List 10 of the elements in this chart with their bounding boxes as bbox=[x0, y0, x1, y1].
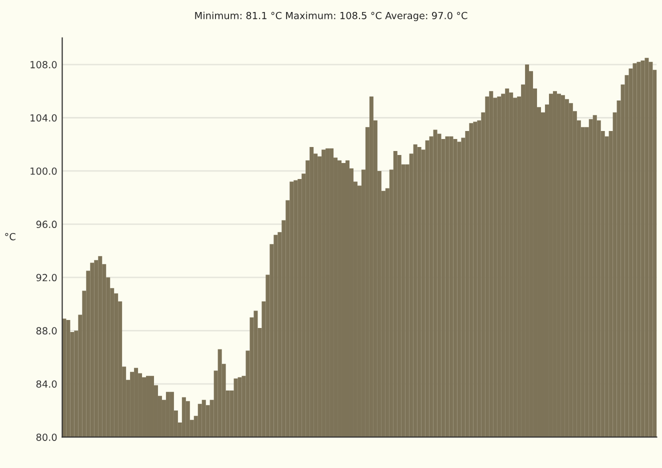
y-axis-title: °C bbox=[5, 232, 16, 240]
y-tick-label: 88.0 bbox=[36, 327, 57, 334]
y-tick-label: 104.0 bbox=[30, 114, 57, 122]
y-tick-label: 84.0 bbox=[36, 380, 57, 388]
y-tick-label: 96.0 bbox=[36, 220, 57, 228]
chart-title: Minimum: 81.1 °C Maximum: 108.5 °C Average: 97.0 °C bbox=[195, 12, 468, 22]
y-tick-label: 80.0 bbox=[36, 434, 57, 441]
y-tick-label: 92.0 bbox=[36, 274, 57, 282]
y-tick-label: 100.0 bbox=[30, 167, 57, 175]
y-tick-label: 108.0 bbox=[30, 61, 57, 68]
